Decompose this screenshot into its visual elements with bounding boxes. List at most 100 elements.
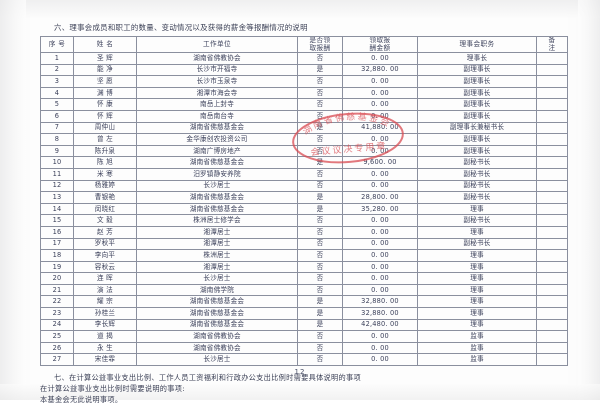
cell-org: 湖南省佛教协会 <box>136 341 298 355</box>
cell-org: 湖南省佛慈基金会 <box>136 295 298 309</box>
cell-paid: 是 <box>297 63 343 77</box>
cell-amount: 0. 00 <box>342 260 418 274</box>
cell-amount: 0. 00 <box>342 330 418 343</box>
cell-index: 25 <box>40 330 74 343</box>
column-header-index: 序 号 <box>40 36 74 53</box>
page-number: 12 <box>294 368 306 376</box>
table-row: 22 耀 宗湖南省佛慈基金会是 32,880. 00 理事 <box>40 295 568 309</box>
cell-note <box>536 330 568 343</box>
footer-notes: 七、在计算公益事业支出比例、工作人员工资福利和行政办公支出比例时需要具体说明的事… <box>40 372 562 405</box>
cell-name: 赵 芳 <box>73 225 137 239</box>
cell-note <box>536 272 568 285</box>
cell-title: 理事 <box>417 295 537 309</box>
column-header-paid-line1: 是否领 <box>309 36 331 45</box>
table-row: 15 文 毅株洲居士修学会否 0. 00 副秘书长 <box>40 214 568 227</box>
cell-amount: 41,880. 00 <box>342 121 418 135</box>
cell-name: 怀 康 <box>73 98 137 111</box>
cell-amount: 0. 00 <box>342 353 418 367</box>
column-header-name: 姓 名 <box>73 36 137 53</box>
cell-org: 湘潭市海会寺 <box>136 86 298 100</box>
cell-title: 副理事长 <box>417 144 537 158</box>
cell-amount: 0. 00 <box>342 225 418 239</box>
cell-org: 株洲居士修学会 <box>136 214 298 227</box>
cell-index: 21 <box>40 283 74 297</box>
cell-title: 监事 <box>417 353 537 367</box>
cell-amount: 0. 00 <box>342 283 418 297</box>
cell-org: 湖南省佛慈基金会 <box>136 307 298 320</box>
cell-name: 道 揭 <box>73 330 137 343</box>
cell-name: 米 寒 <box>73 167 137 181</box>
cell-title: 理事长 <box>417 52 537 65</box>
cell-amount: 0. 00 <box>342 52 418 65</box>
cell-title: 副理事长 <box>417 75 537 88</box>
column-header-amount-line2: 酬金额 <box>369 43 391 52</box>
cell-note <box>536 202 568 216</box>
cell-name: 孙桂兰 <box>73 307 137 320</box>
cell-note <box>536 237 568 251</box>
cell-org: 湖南省佛教协会 <box>136 330 298 343</box>
table-row: 14 闵晓红 湖南省佛慈基金会是 35,280. 00 理事 <box>40 202 568 216</box>
cell-title: 副秘书长 <box>417 156 537 169</box>
cell-paid: 是 <box>297 121 343 135</box>
cell-index: 26 <box>40 341 74 355</box>
cell-title: 副理事长 <box>417 63 537 77</box>
cell-index: 18 <box>40 249 74 262</box>
table-row: 27 宋佳霏 长沙居士否 0. 00 监事 <box>40 353 568 367</box>
cell-amount: 0. 00 <box>342 272 418 285</box>
column-header-amount: 领取报 酬金额 <box>342 36 418 53</box>
cell-index: 4 <box>40 86 74 100</box>
cell-paid: 否 <box>297 109 343 123</box>
cell-name: 曹银艳 <box>73 191 137 204</box>
cell-note <box>536 167 568 181</box>
cell-index: 1 <box>40 52 74 65</box>
cell-index: 24 <box>40 318 74 332</box>
table-row: 23 孙桂兰 湖南省佛慈基金会是 32,880. 00 理事 <box>40 307 568 320</box>
cell-title: 理事 <box>417 260 537 274</box>
cell-note <box>536 86 568 100</box>
cell-amount: 0. 00 <box>342 341 418 355</box>
cell-org: 湖南省佛慈基金会 <box>136 156 298 169</box>
section-heading: 六、理事会成员和职工的数量、变动情况以及获得的薪金等报酬情况的说明 <box>54 23 308 32</box>
cell-paid: 否 <box>297 214 343 227</box>
cell-title: 监事 <box>417 341 537 355</box>
cell-note <box>536 260 568 274</box>
cell-name: 连 晖 <box>73 272 137 285</box>
cell-note <box>536 98 568 111</box>
cell-name: 文 毅 <box>73 214 137 227</box>
cell-note <box>536 214 568 227</box>
cell-paid: 否 <box>297 272 343 285</box>
cell-amount: 0. 00 <box>342 109 418 123</box>
cell-note <box>536 307 568 320</box>
cell-title: 理事 <box>417 225 537 239</box>
table-row: 16 赵 芳湘潭居士否 0. 00 理事 <box>40 225 568 239</box>
cell-paid: 否 <box>297 237 343 251</box>
cell-name: 罗秋平 <box>73 237 137 251</box>
cell-amount: 0. 00 <box>342 214 418 227</box>
cell-org: 汨罗镇静安养院 <box>136 167 298 181</box>
cell-index: 5 <box>40 98 74 111</box>
cell-title: 副理事长 <box>417 86 537 100</box>
cell-paid: 否 <box>297 353 343 367</box>
cell-title: 副理事长 <box>417 98 537 111</box>
cell-amount: 0. 00 <box>342 133 418 146</box>
cell-note <box>536 249 568 262</box>
board-member-table: 序 号 姓 名 工作单位 是否领 取报酬 领取报 酬金额 理事会职务 备 注 <box>40 36 568 367</box>
cell-paid: 是 <box>297 156 343 169</box>
cell-name: 李长辉 <box>73 318 137 332</box>
cell-name: 能 净 <box>73 63 137 77</box>
column-header-org: 工作单位 <box>136 36 298 53</box>
cell-note <box>536 283 568 297</box>
cell-index: 12 <box>40 179 74 193</box>
cell-org: 长沙居士 <box>136 353 298 367</box>
cell-amount: 0. 00 <box>342 98 418 111</box>
cell-org: 湘潭居士 <box>136 260 298 274</box>
cell-index: 23 <box>40 307 74 320</box>
cell-name: 曾 左 <box>73 133 137 146</box>
cell-index: 7 <box>40 121 74 135</box>
cell-note <box>536 75 568 88</box>
cell-org: 湖南省佛慈基金会 <box>136 121 298 135</box>
